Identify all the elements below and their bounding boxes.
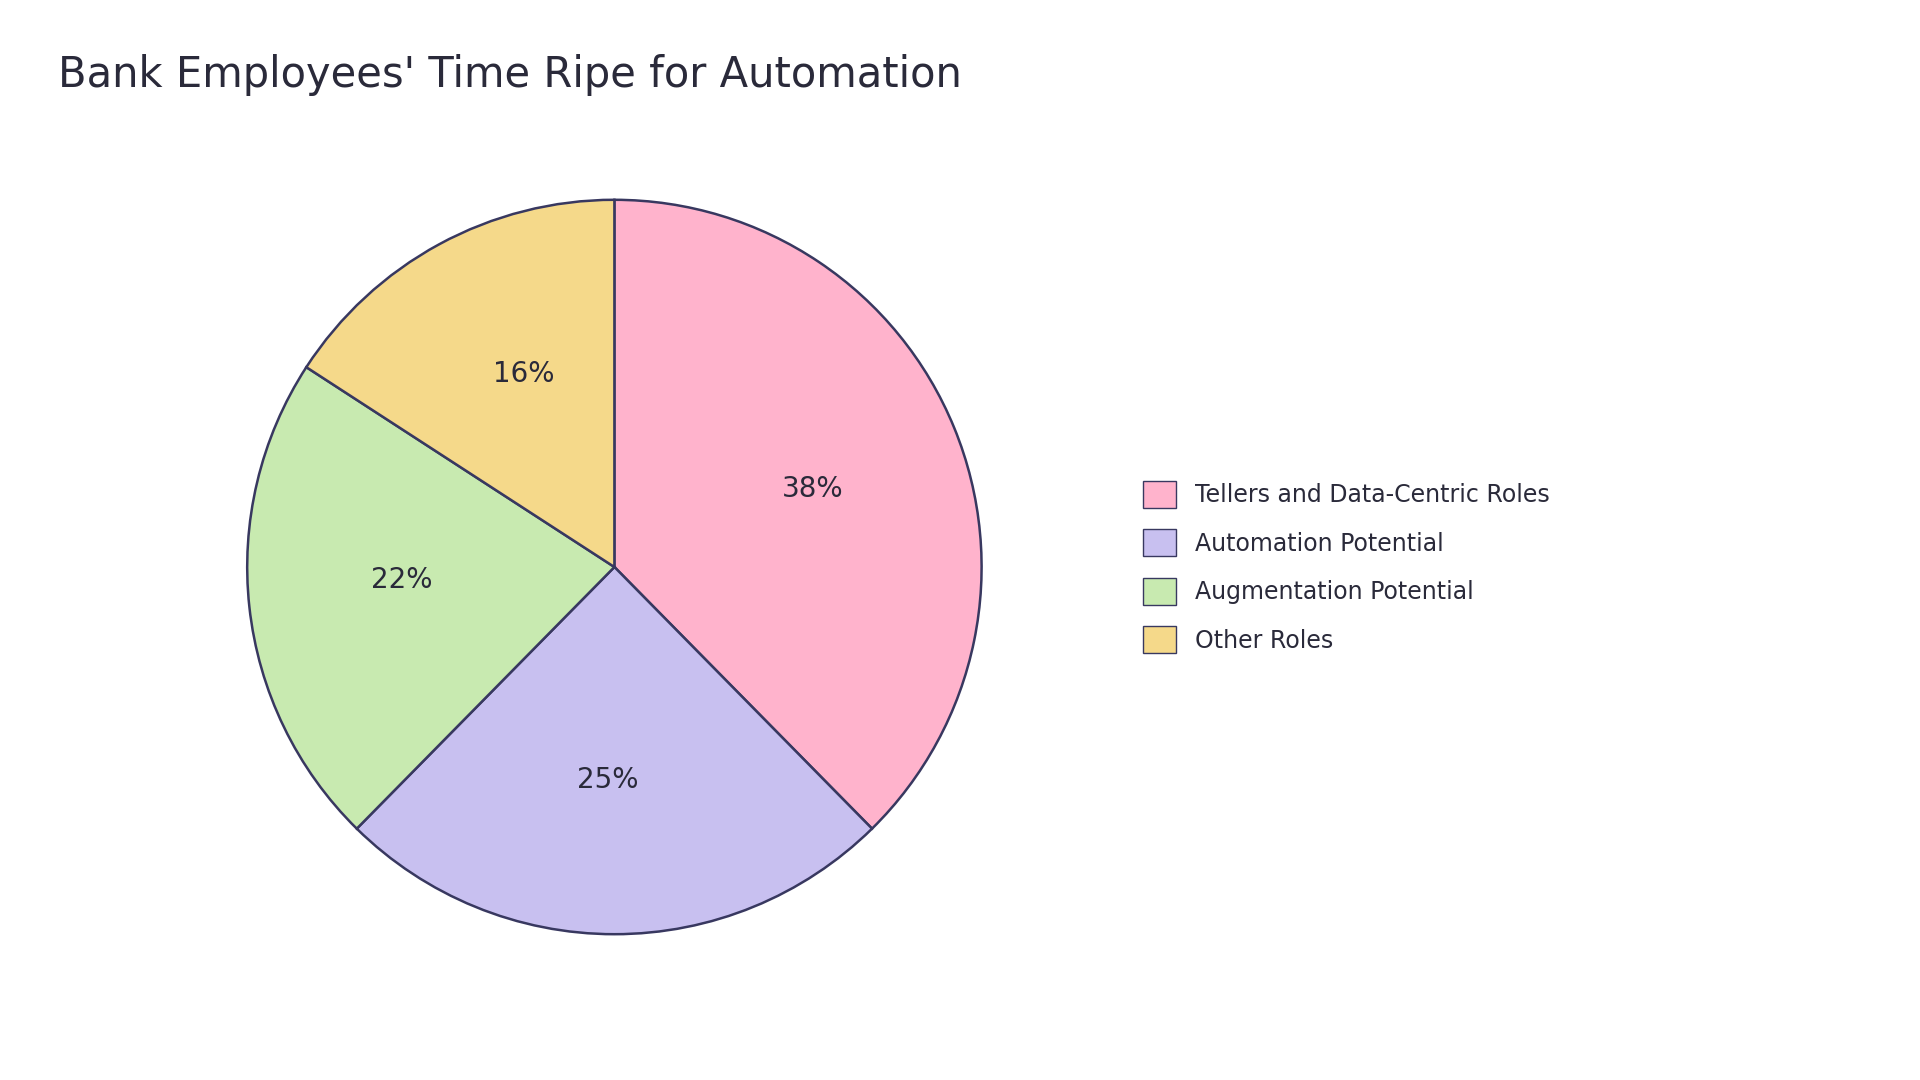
Wedge shape [248, 367, 614, 828]
Wedge shape [614, 200, 981, 828]
Text: Bank Employees' Time Ripe for Automation: Bank Employees' Time Ripe for Automation [58, 54, 962, 96]
Wedge shape [307, 200, 614, 567]
Text: 22%: 22% [371, 566, 432, 594]
Text: 16%: 16% [493, 361, 555, 389]
Text: 25%: 25% [578, 766, 639, 794]
Wedge shape [357, 567, 872, 934]
Text: 38%: 38% [781, 474, 843, 502]
Legend: Tellers and Data-Centric Roles, Automation Potential, Augmentation Potential, Ot: Tellers and Data-Centric Roles, Automati… [1131, 469, 1561, 665]
